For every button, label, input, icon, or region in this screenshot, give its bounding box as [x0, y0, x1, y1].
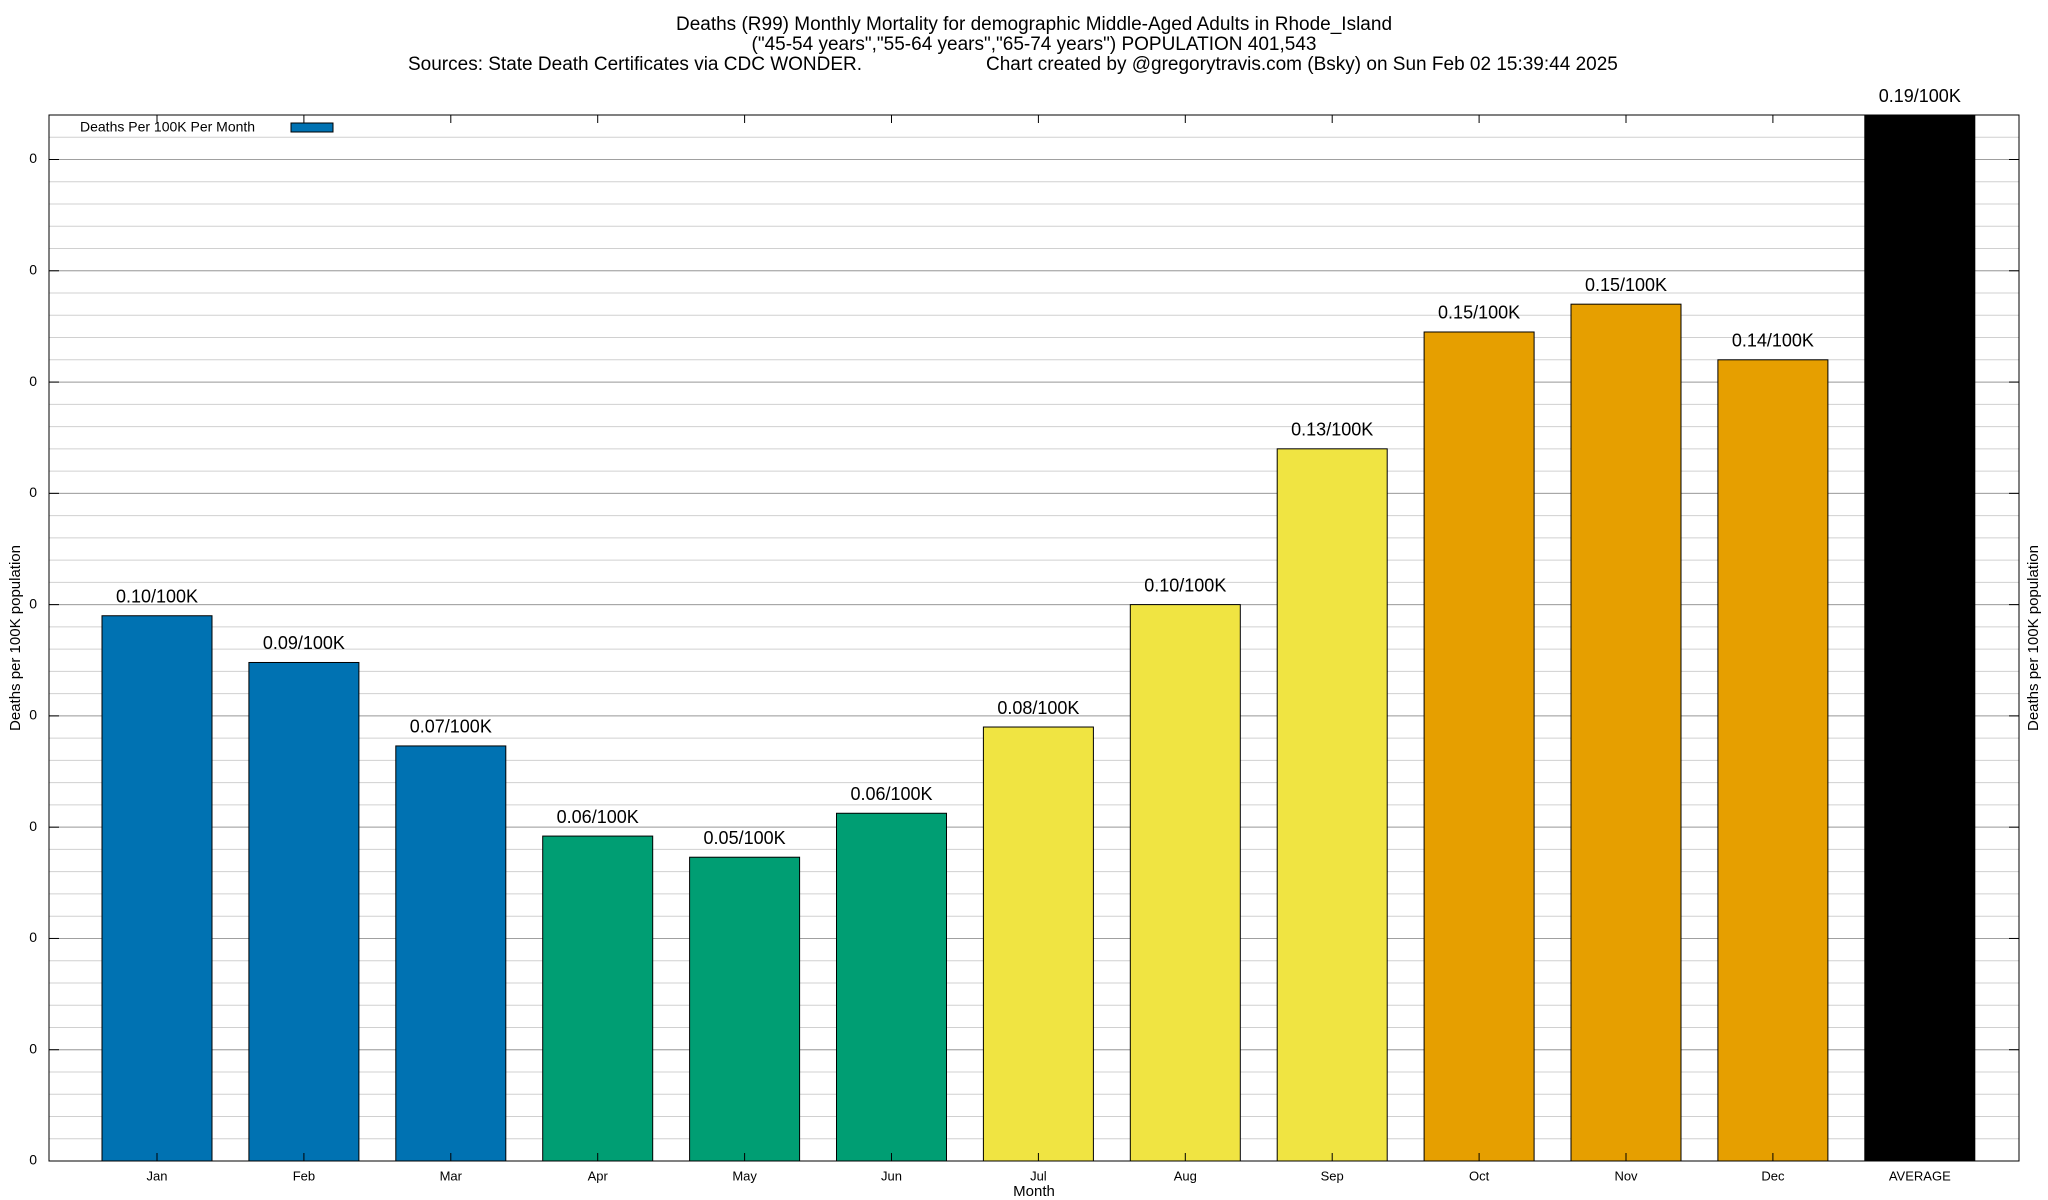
bar — [542, 835, 654, 1161]
y-tick-label: 0 — [29, 707, 37, 723]
x-tick-label: Jul — [1030, 1168, 1047, 1183]
y2-axis-label: Deaths per 100K population — [2025, 545, 2042, 731]
x-tick-label: Jun — [881, 1168, 902, 1183]
y-tick-label: 0 — [29, 929, 37, 945]
y-tick-label: 0 — [29, 595, 37, 611]
plot-frame — [48, 114, 2020, 1162]
x-tick-label: Jan — [147, 1168, 168, 1183]
data-label: 0.14/100K — [1732, 331, 1814, 351]
data-label: 0.06/100K — [850, 784, 932, 804]
bar — [101, 615, 213, 1161]
sources: Sources: State Death Certificates via CD… — [408, 54, 862, 75]
data-label: 0.10/100K — [1144, 575, 1226, 595]
y-tick-label: 0 — [29, 373, 37, 389]
bar — [248, 661, 360, 1161]
bar — [1423, 331, 1535, 1161]
data-label: 0.15/100K — [1585, 275, 1667, 295]
bar — [395, 745, 507, 1161]
data-label: 0.09/100K — [263, 633, 345, 653]
x-tick-label: Sep — [1321, 1168, 1344, 1183]
legend-swatch — [290, 122, 334, 133]
credit: Chart created by @gregorytravis.com (Bsk… — [986, 54, 1618, 75]
x-tick-label: Apr — [588, 1168, 609, 1183]
data-label: 0.13/100K — [1291, 420, 1373, 440]
bar — [982, 726, 1094, 1161]
chart-subtitle: ("45-54 years","55-64 years","65-74 year… — [752, 34, 1317, 55]
data-label: 0.19/100K — [1879, 86, 1961, 106]
y-tick-label: 0 — [29, 261, 37, 277]
x-tick-label: AVERAGE — [1889, 1168, 1951, 1183]
data-label: 0.07/100K — [410, 717, 492, 737]
x-axis-label: Month — [1013, 1183, 1055, 1200]
bar — [1570, 303, 1682, 1161]
x-tick-label: Dec — [1761, 1168, 1785, 1183]
plot-area — [101, 115, 1976, 1161]
bar — [1864, 115, 1976, 1161]
bar — [689, 856, 801, 1161]
y-axis-label: Deaths per 100K population — [7, 545, 24, 731]
x-tick-label: Aug — [1174, 1168, 1197, 1183]
y-tick-label: 0 — [29, 818, 37, 834]
x-tick-label: Nov — [1614, 1168, 1638, 1183]
bar — [1129, 604, 1241, 1161]
y-tick-label: 0 — [29, 484, 37, 500]
data-label: 0.15/100K — [1438, 303, 1520, 323]
data-label: 0.08/100K — [997, 698, 1079, 718]
data-label: 0.05/100K — [704, 828, 786, 848]
bar — [1276, 448, 1388, 1161]
y-tick-label: 0 — [29, 150, 37, 166]
data-label: 0.10/100K — [116, 586, 198, 606]
x-tick-label: Feb — [293, 1168, 315, 1183]
chart-title: Deaths (R99) Monthly Mortality for demog… — [676, 14, 1392, 35]
x-tick-label: Oct — [1469, 1168, 1490, 1183]
y-tick-label: 0 — [29, 1040, 37, 1056]
x-tick-label: Mar — [440, 1168, 463, 1183]
x-tick-label: May — [732, 1168, 757, 1183]
bar — [836, 812, 947, 1161]
y-tick-label: 0 — [29, 1152, 37, 1168]
data-label: 0.06/100K — [557, 807, 639, 827]
legend-label: Deaths Per 100K Per Month — [80, 119, 255, 135]
bar — [1717, 359, 1829, 1161]
